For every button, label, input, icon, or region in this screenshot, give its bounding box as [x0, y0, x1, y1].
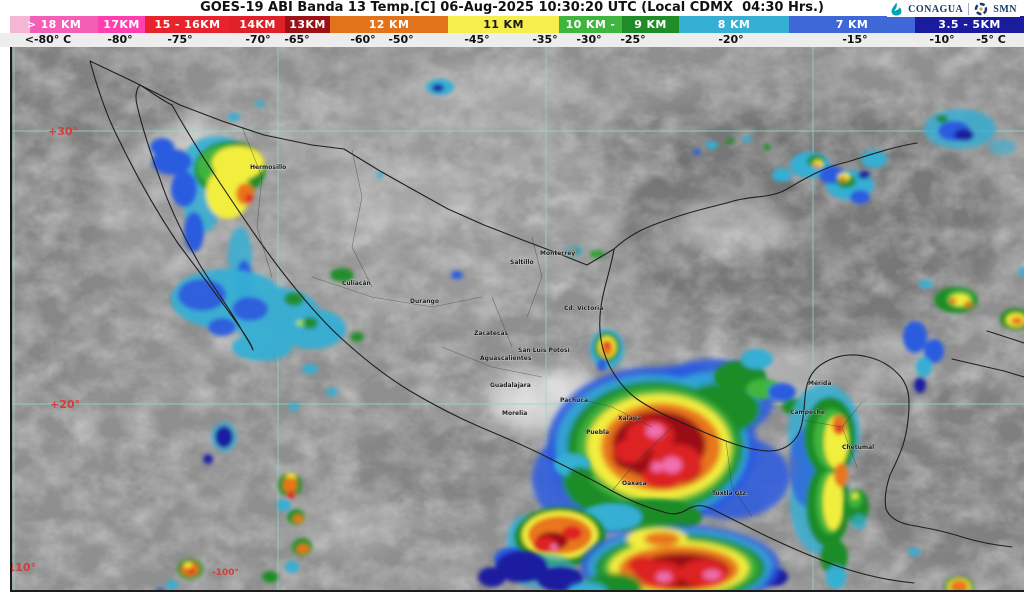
city-label: Tuxtla Gtz.: [712, 490, 748, 497]
cloud-texture-dark: [12, 47, 1024, 590]
temp-label: -20°: [718, 33, 744, 46]
state-boundaries: [241, 126, 863, 518]
smn-icon: [975, 2, 988, 16]
city-label: Campeche: [790, 409, 825, 416]
city-label: Hermosillo: [250, 164, 286, 171]
temp-label: -45°: [464, 33, 490, 46]
legend-segment: 14KM: [230, 16, 285, 33]
temp-label: -10°: [929, 33, 955, 46]
temp-label: -60°: [350, 33, 376, 46]
temp-label: -70°: [245, 33, 271, 46]
city-label: Puebla: [586, 429, 609, 436]
city-label: Durango: [410, 298, 439, 305]
city-label: Guadalajara: [490, 382, 531, 389]
city-label: Pachuca: [560, 397, 588, 404]
city-label: Aguascalientes: [480, 355, 532, 362]
conagua-label: CONAGUA: [908, 3, 964, 15]
temp-label: -80°: [107, 33, 133, 46]
legend-segment: 10 KM -: [559, 16, 622, 33]
temp-label: -65°: [284, 33, 310, 46]
lon-label: -110°: [12, 561, 36, 574]
legend-segment: 12 KM: [330, 16, 448, 33]
temp-label: -75°: [167, 33, 193, 46]
storm-topright-patch: [924, 109, 1016, 155]
city-label: Morelia: [502, 410, 527, 417]
legend-segment: > 18 KM: [10, 16, 98, 33]
temp-label: -25°: [620, 33, 646, 46]
legend-segment: 15 - 16KM: [145, 16, 230, 33]
logo-divider: [968, 3, 970, 15]
logo-bar: CONAGUA SMN: [887, 1, 1020, 17]
satellite-map: +30° +20° -110° -100° Hermosillo Culiacá…: [10, 47, 1024, 592]
storm-oaxaca-major: [532, 359, 790, 534]
city-label: Cd. Victoria: [564, 305, 603, 312]
altitude-legend-bar: > 18 KM 17KM 15 - 16KM 14KM 13KM 12 KM 1…: [10, 16, 1024, 33]
city-label: Oaxaca: [622, 480, 647, 487]
legend-segment: 17KM: [98, 16, 145, 33]
lat-label: +30°: [48, 125, 78, 138]
temp-label: -15°: [842, 33, 868, 46]
temp-label: -30°: [576, 33, 602, 46]
city-label: Zacatecas: [474, 330, 509, 337]
city-labels: Hermosillo Culiacán Durango Saltillo Mon…: [250, 164, 875, 498]
storm-guerrero-cell: [494, 507, 606, 571]
storm-north-cells: [376, 79, 604, 279]
city-label: Xalapa: [618, 415, 641, 422]
storm-sinaloa: [171, 268, 364, 411]
legend-pale-strip: [10, 16, 30, 33]
city-label: Chetumal: [842, 444, 874, 451]
satellite-image: +30° +20° -110° -100° Hermosillo Culiacá…: [12, 47, 1024, 590]
city-label: Mérida: [808, 380, 831, 387]
coastlines: [89, 60, 1024, 584]
temp-label: <-80° C: [24, 33, 72, 46]
city-label: San Luis Potosí: [518, 347, 571, 354]
city-label: Saltillo: [510, 259, 534, 266]
city-label: Monterrey: [540, 250, 575, 257]
lat-label: +20°: [50, 398, 80, 411]
smn-label: SMN: [993, 3, 1017, 15]
coordinate-labels: +30° +20° -110° -100°: [12, 125, 239, 578]
legend-segment: 7 KM: [789, 16, 915, 33]
city-label: Culiacán: [342, 280, 371, 287]
legend-segment: 13KM: [285, 16, 330, 33]
legend-segment: 11 KM: [448, 16, 559, 33]
app-title: GOES-19 ABI Banda 13 Temp.[C] 06-Aug-202…: [200, 0, 824, 15]
storm-southeast-cells: [845, 489, 974, 590]
legend-segment: 3.5 - 5KM: [915, 16, 1024, 33]
legend-segment: 9 KM: [622, 16, 679, 33]
temp-label: -5° C: [976, 33, 1006, 46]
lon-label: -100°: [212, 568, 239, 578]
temp-label: -50°: [388, 33, 414, 46]
storm-pacific-major: [567, 525, 780, 590]
storm-caribbean-cells: [903, 268, 1024, 393]
storm-bottomleft-cells: [155, 422, 312, 590]
legend-segment: 8 KM: [679, 16, 789, 33]
storm-sonora: [150, 101, 266, 304]
temperature-scale: <-80° C -80° -75° -70° -65° -60° -50° -4…: [0, 33, 1024, 47]
storm-campeche-column: [788, 384, 860, 589]
conagua-drop-icon: [891, 2, 902, 16]
temp-label: -35°: [532, 33, 558, 46]
